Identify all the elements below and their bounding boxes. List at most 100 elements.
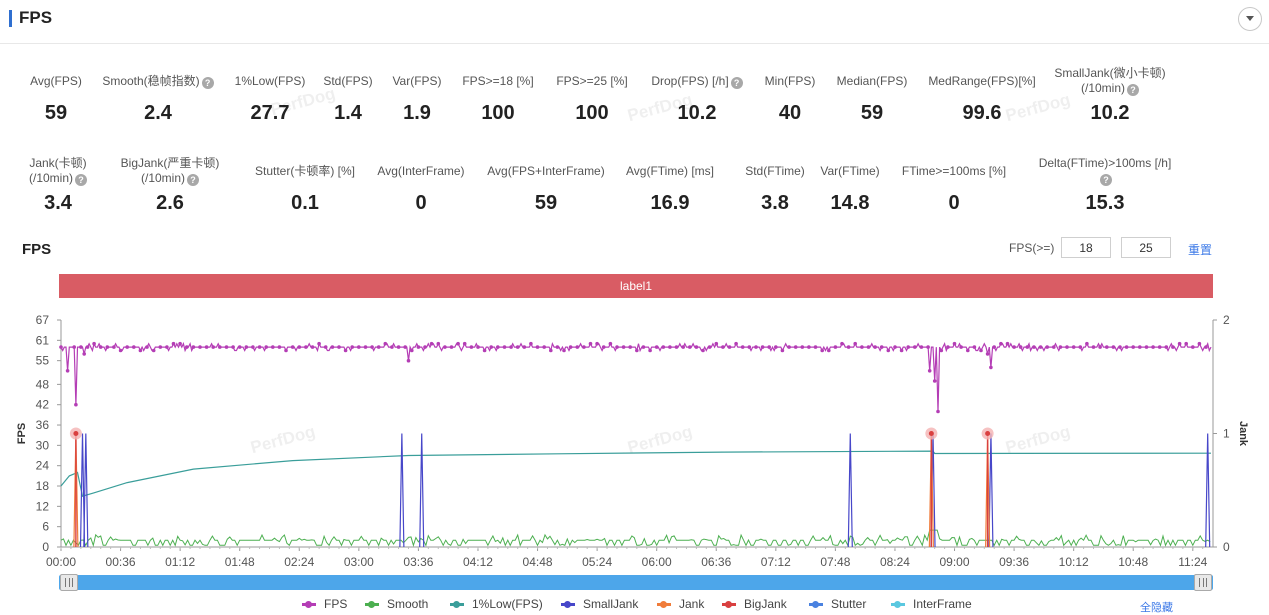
collapse-button[interactable] xyxy=(1238,7,1262,31)
metric-label-text: Min(FPS) xyxy=(764,73,816,88)
series-fps-point xyxy=(833,345,838,349)
x-tick-label: 10:12 xyxy=(1059,555,1089,569)
metric-card: Median(FPS) 59 xyxy=(802,64,942,125)
legend-item[interactable]: 1%Low(FPS) xyxy=(450,597,543,611)
legend-item[interactable]: InterFrame xyxy=(891,597,972,611)
legend-label: BigJank xyxy=(744,597,787,611)
series-fps-point xyxy=(992,345,996,349)
series-fps-point xyxy=(780,348,785,353)
series-fps-point xyxy=(59,345,63,349)
series-fps-point xyxy=(330,345,335,349)
series-fps-point xyxy=(621,345,626,349)
series-fps-point xyxy=(681,345,685,349)
y-tick-label: 48 xyxy=(36,377,50,391)
series-fps-point xyxy=(1131,345,1135,349)
slider-right-handle[interactable] xyxy=(1194,574,1212,591)
legend-item[interactable]: FPS xyxy=(302,597,347,611)
metric-label: Min(FPS) xyxy=(720,64,860,98)
metric-label-text: Median(FPS) xyxy=(836,73,908,88)
series-fps-point xyxy=(165,345,169,349)
series-fps-point xyxy=(98,345,103,349)
metric-label: Std(FPS) xyxy=(278,64,418,98)
help-icon[interactable]: ? xyxy=(1127,84,1139,96)
series-bigjank-marker xyxy=(928,431,934,436)
series-fps-point xyxy=(1171,345,1175,349)
metric-label-line: Stutter(卡顿率) [%] xyxy=(255,164,355,179)
legend-item[interactable]: Stutter xyxy=(809,597,866,611)
series-fps-point xyxy=(608,341,613,346)
series-fps-point xyxy=(132,345,136,349)
x-tick-label: 03:36 xyxy=(403,555,433,569)
series-fps-point xyxy=(1025,345,1030,349)
series-fps-point xyxy=(674,345,679,349)
series-fps-point xyxy=(707,345,712,349)
series-fps-point xyxy=(972,345,977,349)
metric-value: 2.6 xyxy=(156,192,184,214)
metric-value: 59 xyxy=(534,192,558,214)
series-fps-point xyxy=(936,409,940,414)
series-fps-point xyxy=(277,345,282,349)
help-icon[interactable]: ? xyxy=(187,174,199,186)
metric-value: 59 xyxy=(860,102,884,124)
x-tick-label: 09:00 xyxy=(940,555,970,569)
x-tick-label: 10:48 xyxy=(1118,555,1148,569)
panel-header: FPS xyxy=(0,0,1269,44)
series-fps-point xyxy=(284,348,288,353)
metric-value: 27.7 xyxy=(250,102,290,124)
metric-label-line: (/10min)? xyxy=(141,171,199,186)
series-fps-point xyxy=(1157,345,1162,349)
metric-label-text: Smooth(稳帧指数) xyxy=(102,73,200,88)
series-fps-point xyxy=(416,345,421,349)
help-icon[interactable]: ? xyxy=(201,76,214,89)
series-fps-point xyxy=(588,341,593,346)
legend-item[interactable]: BigJank xyxy=(722,597,787,611)
help-icon[interactable]: ? xyxy=(730,76,743,89)
series-fps-point xyxy=(1111,345,1116,349)
series-fps-point xyxy=(522,345,527,349)
series-fps-point xyxy=(952,341,957,346)
label-band[interactable]: label1 xyxy=(59,274,1213,298)
series-fps-point xyxy=(740,345,745,349)
series-fps-point xyxy=(615,345,619,349)
series-fps-point xyxy=(244,345,249,349)
legend-swatch-icon xyxy=(891,600,905,608)
metric-label: SmallJank(微小卡顿) (/10min)? xyxy=(1040,64,1180,98)
series-fps-point xyxy=(323,345,328,349)
series-fps-point xyxy=(860,345,864,349)
legend-label: 1%Low(FPS) xyxy=(472,597,543,611)
help-icon[interactable]: ? xyxy=(1100,174,1112,186)
series-fps-point xyxy=(873,345,877,349)
series-fps-point xyxy=(827,348,831,353)
metric-value: 10.2 xyxy=(1090,102,1130,124)
series-fps-point xyxy=(185,345,189,349)
legend-item[interactable]: Jank xyxy=(657,597,704,611)
legend-item[interactable]: SmallJank xyxy=(561,597,638,611)
x-tick-label: 01:48 xyxy=(225,555,255,569)
series-fps-point xyxy=(502,345,507,349)
series-fps-point xyxy=(1144,345,1149,349)
metric-label-line: Std(FPS) xyxy=(323,74,372,89)
hide-all-link[interactable]: 全隐藏 xyxy=(1140,602,1173,614)
y-right-tick-label: 0 xyxy=(1223,540,1230,554)
time-range-slider[interactable] xyxy=(59,575,1213,590)
series-fps-point xyxy=(310,345,315,349)
legend-item[interactable]: Smooth xyxy=(365,597,428,611)
fps-chart-title: FPS xyxy=(22,241,52,258)
metric-value: 1.4 xyxy=(334,102,362,124)
reset-link[interactable]: 重置 xyxy=(1188,243,1213,257)
series-fps-point xyxy=(449,345,454,349)
help-icon[interactable]: ? xyxy=(75,174,87,186)
legend-label: InterFrame xyxy=(913,597,972,611)
series-fps-point xyxy=(846,345,851,349)
series-fps-point xyxy=(1191,345,1195,349)
series-fps-point xyxy=(1018,345,1023,349)
series-fps-point xyxy=(906,345,910,349)
fps-threshold-high-input[interactable] xyxy=(1121,237,1171,258)
slider-left-handle[interactable] xyxy=(60,574,78,591)
fps-threshold-low-input[interactable] xyxy=(1061,237,1111,258)
series-fps-point xyxy=(79,345,83,349)
legend-swatch-icon xyxy=(722,600,736,608)
series-fps-point xyxy=(251,345,255,349)
series-fps-point xyxy=(85,345,90,349)
